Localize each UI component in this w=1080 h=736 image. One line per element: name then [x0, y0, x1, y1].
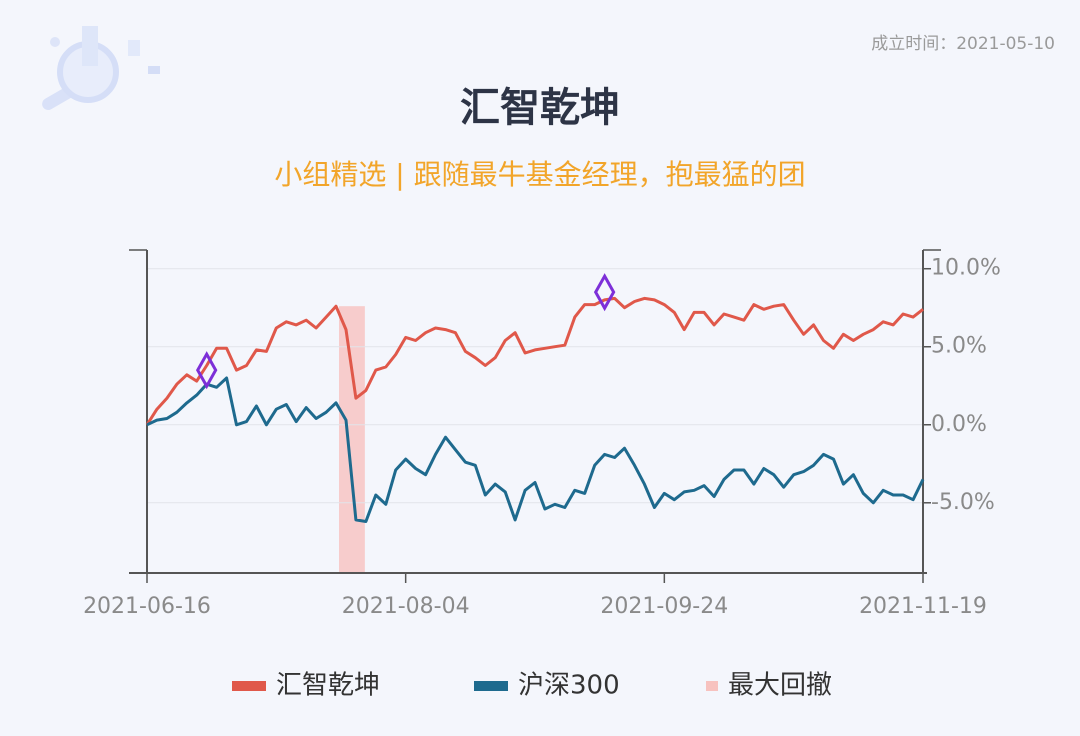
title: 汇智乾坤: [460, 85, 620, 131]
series-line: [145, 296, 924, 426]
y-tick-label: -5.0%: [931, 490, 995, 515]
subtitle: 小组精选 | 跟随最牛基金经理，抱最猛的团: [274, 158, 805, 191]
signal-marker: [593, 273, 616, 312]
y-tick-label: 5.0%: [931, 334, 987, 359]
x-tick-label: 2021-06-16: [83, 594, 211, 619]
legend-swatch: [706, 681, 718, 691]
legend-label: 沪深300: [518, 671, 620, 701]
y-tick-label: 0.0%: [931, 412, 987, 437]
legend-label: 汇智乾坤: [276, 671, 380, 701]
signal-marker: [195, 351, 218, 390]
x-tick-label: 2021-09-24: [600, 594, 728, 619]
series-line: [146, 376, 925, 523]
x-tick-label: 2021-08-04: [342, 594, 470, 619]
legend-label: 最大回撤: [728, 671, 832, 701]
y-tick-label: 10.0%: [931, 256, 1001, 281]
legend-swatch: [232, 681, 266, 691]
drawdown-band: [339, 306, 365, 573]
x-tick-label: 2021-11-19: [859, 594, 987, 619]
decor-icon: [42, 26, 160, 110]
founded-date: 成立时间：2021-05-10: [871, 34, 1055, 54]
legend-swatch: [474, 681, 508, 691]
